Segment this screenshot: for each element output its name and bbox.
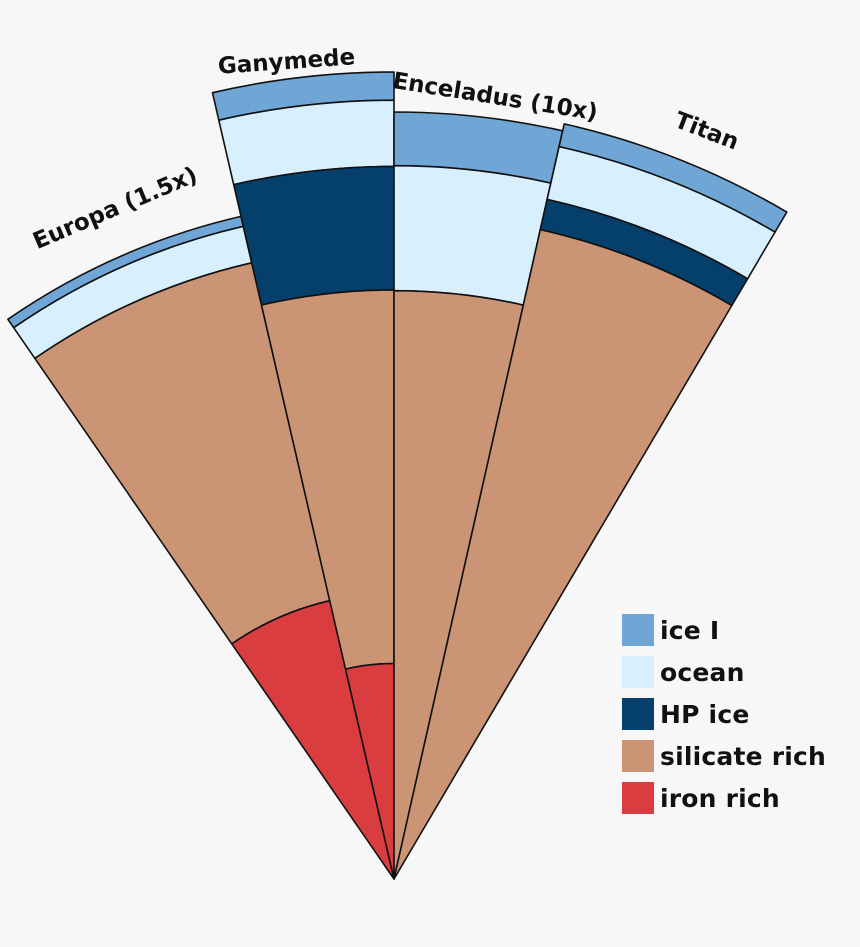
legend-item-ocean: ocean	[622, 656, 826, 688]
legend: ice I ocean HP ice silicate rich iron ri…	[622, 614, 826, 814]
legend-label-silicate-rich: silicate rich	[660, 741, 827, 771]
legend-label-ocean: ocean	[660, 657, 745, 687]
wedge-group	[7, 71, 788, 880]
legend-swatch-ice-i	[622, 614, 654, 646]
legend-item-iron-rich: iron rich	[622, 782, 826, 814]
legend-item-ice-i: ice I	[622, 614, 826, 646]
moon-label-titan: Titan	[671, 107, 742, 155]
legend-swatch-iron-rich	[622, 782, 654, 814]
legend-item-silicate-rich: silicate rich	[622, 740, 826, 772]
titan-silicate-rich-layer	[393, 228, 733, 880]
ganymede-hp-ice-layer	[232, 165, 395, 306]
legend-swatch-hp-ice	[622, 698, 654, 730]
legend-swatch-ocean	[622, 656, 654, 688]
legend-swatch-silicate-rich	[622, 740, 654, 772]
legend-label-hp-ice: HP ice	[660, 699, 750, 729]
legend-label-ice-i: ice I	[660, 615, 720, 645]
legend-item-hp-ice: HP ice	[622, 698, 826, 730]
legend-label-iron-rich: iron rich	[660, 783, 780, 813]
